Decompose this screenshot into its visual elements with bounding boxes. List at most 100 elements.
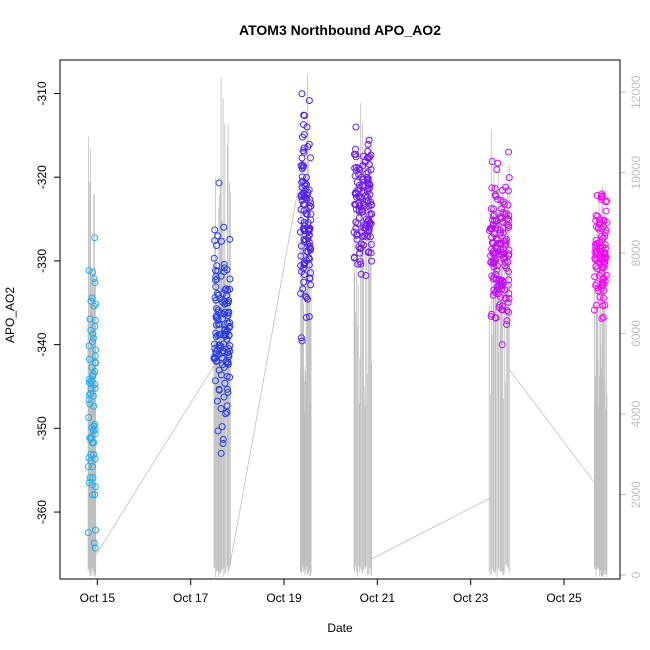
y2-tick-label: 4000 [629, 400, 643, 427]
data-point [499, 306, 507, 314]
data-point [89, 334, 97, 342]
plot-frame [59, 59, 621, 580]
data-point [214, 316, 222, 324]
data-point [91, 430, 99, 438]
data-point [356, 166, 364, 174]
data-point [223, 402, 231, 410]
data-point [302, 186, 310, 194]
data-point [591, 273, 599, 281]
data-point [488, 272, 496, 280]
y-tick-label: -360 [35, 500, 49, 524]
data-point [493, 262, 501, 270]
data-point [601, 232, 609, 240]
data-point [500, 250, 508, 258]
data-point [223, 408, 231, 416]
data-point [304, 234, 312, 242]
data-point [491, 249, 499, 257]
data-point [301, 292, 309, 300]
data-point [352, 145, 360, 153]
data-point [212, 357, 220, 365]
data-point [493, 244, 501, 252]
y2-tick-label: 12000 [629, 75, 643, 109]
data-point [298, 196, 306, 204]
data-point [212, 350, 220, 358]
x-tick-label: Oct 21 [360, 591, 396, 605]
y-tick-label: -330 [35, 249, 49, 273]
data-point [598, 315, 606, 323]
data-point [226, 275, 234, 283]
data-point [592, 301, 600, 309]
data-point [221, 326, 229, 334]
data-point [503, 317, 511, 325]
data-point [298, 337, 306, 345]
data-point [302, 173, 310, 181]
data-point [497, 214, 505, 222]
data-point [592, 236, 600, 244]
data-point [490, 286, 498, 294]
data-point [89, 268, 97, 276]
data-point [222, 285, 230, 293]
data-point [213, 305, 221, 313]
data-point [90, 539, 98, 547]
data-point [357, 194, 365, 202]
data-point [362, 224, 370, 232]
data-point [600, 287, 608, 295]
data-point [597, 232, 605, 240]
data-point [362, 170, 370, 178]
data-point [88, 294, 96, 302]
data-point [212, 348, 220, 356]
data-point [365, 154, 373, 162]
data-point [300, 278, 308, 286]
data-point [602, 198, 610, 206]
data-point [491, 217, 499, 225]
data-point [489, 239, 497, 247]
data-point [353, 231, 361, 239]
data-point [90, 275, 98, 283]
data-point [301, 260, 309, 268]
data-point [220, 264, 228, 272]
data-point [85, 378, 93, 386]
data-point [360, 188, 368, 196]
data-point [91, 234, 99, 242]
x-axis-label: Date [327, 621, 353, 635]
y2-tick-label: 10000 [629, 156, 643, 190]
data-point [366, 219, 374, 227]
data-point [488, 184, 496, 192]
data-point [217, 237, 225, 245]
data-point [305, 261, 313, 269]
data-point [593, 280, 601, 288]
x-tick-label: Oct 23 [453, 591, 489, 605]
x-tick-label: Oct 17 [173, 591, 209, 605]
scatter-points [84, 90, 611, 552]
data-point [499, 218, 507, 226]
y2-tick-label: 8000 [629, 239, 643, 266]
data-point [297, 334, 305, 342]
axes: Oct 15 Oct 17 Oct 19 Oct 21 Oct 23 Oct 25 -360… [35, 75, 643, 605]
data-point [600, 274, 608, 282]
chart-title: ATOM3 Northbound APO_AO2 [239, 22, 441, 38]
altitude-connector-line [95, 365, 215, 556]
data-point [505, 294, 513, 302]
secondary-series [87, 73, 608, 578]
data-point [90, 302, 98, 310]
data-point [213, 397, 221, 405]
x-tick-label: Oct 15 [80, 591, 116, 605]
data-point [495, 250, 503, 258]
data-point [306, 203, 314, 211]
data-point [298, 154, 306, 162]
data-point [89, 330, 97, 338]
data-point [302, 314, 310, 322]
data-point [489, 291, 497, 299]
data-point [503, 320, 511, 328]
data-point [300, 162, 308, 170]
data-point [503, 215, 511, 223]
data-point [504, 281, 512, 289]
data-point [365, 180, 373, 188]
data-point [498, 205, 506, 213]
x-tick-label: Oct 25 [546, 591, 582, 605]
data-point [599, 313, 607, 321]
data-point [305, 96, 313, 104]
data-point [364, 140, 372, 148]
data-point [85, 391, 93, 399]
